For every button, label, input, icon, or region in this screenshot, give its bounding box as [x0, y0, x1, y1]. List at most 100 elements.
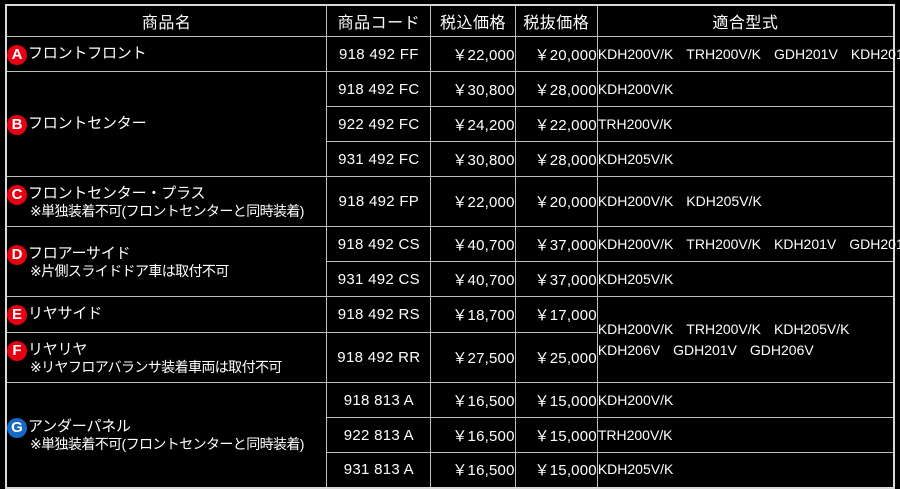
- product-badge-e: E: [7, 305, 27, 325]
- cell-product-code: 918 492 RS: [326, 296, 432, 333]
- cell-product-code: 931 492 CS: [326, 261, 432, 297]
- table-body: A フロントフロント 918 492 FF ￥22,000 ￥20,000 KDH200V…: [5, 36, 900, 488]
- cell-product-code: 918 492 FF: [326, 36, 432, 72]
- cell-product-code: 918 492 CS: [326, 226, 432, 262]
- product-badge-c: C: [7, 184, 27, 205]
- compatible-model-line: KDH200V/K: [598, 390, 893, 411]
- cell-compatible-models: KDH205V/K: [596, 261, 895, 297]
- cell-product-name: E リヤサイド: [5, 296, 328, 333]
- cell-price-with-tax: ￥40,700: [430, 261, 516, 297]
- product-name-note: ※単独装着不可(フロントセンターと同時装着): [30, 202, 304, 219]
- column-header-compatible-models: 適合型式: [596, 4, 895, 37]
- cell-price-with-tax: ￥24,200: [430, 106, 516, 142]
- cell-price-without-tax: ￥28,000: [514, 71, 598, 107]
- model-code: KDH205V/K: [774, 320, 850, 337]
- cell-price-without-tax: ￥25,000: [514, 332, 598, 383]
- product-name-note: ※単独装着不可(フロントセンターと同時装着): [30, 435, 304, 452]
- cell-product-code: 918 492 RR: [326, 332, 432, 383]
- cell-compatible-models: KDH205V/K: [596, 452, 895, 488]
- product-badge-d: D: [7, 244, 27, 265]
- cell-product-name: B フロントセンター: [5, 71, 328, 177]
- cell-compatible-models: KDH200V/K TRH200V/K GDH201V KDH201V: [596, 36, 900, 72]
- column-header-price-with-tax: 税込価格: [430, 4, 516, 37]
- table-row: C フロントセンター・プラス ※単独装着不可(フロントセンターと同時装着) 918 4…: [5, 176, 895, 227]
- model-code: KDH200V/K: [597, 193, 674, 209]
- cell-compatible-models: TRH200V/K: [596, 106, 895, 142]
- table-row: E リヤサイド 918 492 RS ￥18,700 ￥17,000 KDH200V/K T…: [5, 296, 895, 383]
- product-name-label: フロアーサイド: [28, 244, 131, 262]
- cell-price-without-tax: ￥22,000: [514, 106, 598, 142]
- cell-compatible-models: KDH200V/K: [596, 382, 895, 418]
- model-code: GDH201V: [673, 341, 737, 358]
- product-name-label: リヤサイド: [28, 305, 103, 322]
- compatible-model-line: TRH200V/K: [598, 425, 893, 446]
- table-row: B フロントセンター 918 492 FC ￥30,800 ￥28,000 KDH200V…: [5, 71, 895, 177]
- model-code: TRH200V/K: [686, 235, 761, 252]
- column-header-price-without-tax: 税抜価格: [514, 4, 598, 37]
- cell-price-with-tax: ￥22,000: [430, 176, 516, 227]
- compatible-model-line: KDH200V/K: [598, 79, 893, 100]
- product-spec-table: 商品名 商品コード 税込価格 税抜価格 適合型式 A フロントフロント 918 49…: [5, 4, 900, 489]
- cell-product-code: 918 492 FP: [326, 176, 432, 227]
- product-badge-b: B: [7, 114, 27, 135]
- cell-product-name: G アンダーパネル ※単独装着不可(フロントセンターと同時装着): [5, 382, 328, 488]
- model-code: TRH200V/K: [597, 115, 673, 132]
- model-code: KDH200V/K: [597, 80, 674, 97]
- compatible-model-line: KDH205V/K: [598, 459, 893, 480]
- compatible-model-line: KDH205V/K: [598, 149, 893, 170]
- cell-product-name: A フロントフロント: [5, 36, 328, 72]
- table-row: G アンダーパネル ※単独装着不可(フロントセンターと同時装着) 918 813 A ￥…: [5, 382, 895, 488]
- model-code: KDH205V/K: [597, 270, 674, 287]
- product-name-label: リヤリヤ: [28, 340, 88, 358]
- table-row: D フロアーサイド ※片側スライドドア車は取付不可 918 492 CS ￥40,700…: [5, 226, 900, 297]
- compatible-model-line: KDH200V/K TRH200V/K KDH205V/K: [598, 319, 893, 340]
- cell-price-with-tax: ￥16,500: [430, 452, 516, 488]
- compatible-model-line: KDH200V/K TRH200V/K GDH201V KDH201V: [598, 44, 900, 65]
- product-badge-g: G: [7, 418, 27, 439]
- cell-price-with-tax: ￥40,700: [430, 226, 516, 262]
- table-row: 931 492 FC ￥30,800 ￥28,000 KDH205V/K: [6, 141, 895, 177]
- table-header: 商品名 商品コード 税込価格 税抜価格 適合型式: [5, 4, 895, 37]
- model-code: KDH206V: [597, 341, 661, 358]
- product-badge-f: F: [7, 340, 27, 361]
- cell-product-name: C フロントセンター・プラス ※単独装着不可(フロントセンターと同時装着): [5, 176, 328, 227]
- table-row: 922 813 A ￥16,500 ￥15,000 TRH200V/K: [6, 417, 895, 453]
- cell-compatible-models: KDH200V/K: [596, 71, 895, 107]
- cell-price-with-tax: ￥16,500: [430, 417, 516, 453]
- column-header-product-name: 商品名: [5, 4, 328, 37]
- cell-price-without-tax: ￥15,000: [514, 382, 598, 418]
- product-name-note: ※リヤフロアバランサ装着車両は取付不可: [30, 358, 282, 375]
- cell-price-with-tax: ￥30,800: [430, 71, 516, 107]
- column-header-product-code: 商品コード: [326, 4, 432, 37]
- model-code: TRH200V/K: [597, 426, 673, 443]
- cell-price-with-tax: ￥16,500: [430, 382, 516, 418]
- model-code: KDH205V/K: [597, 461, 674, 478]
- cell-price-with-tax: ￥18,700: [430, 296, 516, 333]
- cell-product-code: 918 492 FC: [326, 71, 432, 107]
- cell-product-code: 918 813 A: [326, 382, 432, 418]
- compatible-model-line: TRH200V/K: [598, 114, 893, 135]
- cell-compatible-models: TRH200V/K: [596, 417, 895, 453]
- product-name-label: アンダーパネル: [28, 418, 131, 436]
- model-code: TRH200V/K: [686, 320, 761, 337]
- model-code: GDH201V: [849, 235, 900, 252]
- cell-price-with-tax: ￥30,800: [430, 141, 516, 177]
- compatible-model-line: KDH200V/K TRH200V/K KDH201V GDH201V: [597, 234, 900, 255]
- cell-product-code: 931 813 A: [326, 452, 432, 488]
- model-code: TRH200V/K: [686, 45, 761, 62]
- model-code: GDH201V: [774, 45, 838, 62]
- model-code: KDH200V/K: [597, 320, 674, 337]
- cell-compatible-models: KDH205V/K: [596, 141, 895, 177]
- table-row: 931 492 CS ￥40,700 ￥37,000 KDH205V/K: [6, 261, 895, 297]
- cell-compatible-models: KDH200V/K TRH200V/K KDH205V/K KDH206V GDH201…: [596, 296, 895, 383]
- model-code: KDH201V: [850, 45, 900, 62]
- table-row: 922 492 FC ￥24,200 ￥22,000 TRH200V/K: [6, 106, 895, 142]
- table-header-row: 商品名 商品コード 税込価格 税抜価格 適合型式: [5, 4, 895, 37]
- model-code: KDH200V/K: [597, 235, 674, 252]
- cell-price-without-tax: ￥37,000: [514, 226, 598, 262]
- cell-product-name: F リヤリヤ ※リヤフロアバランサ装着車両は取付不可: [5, 332, 328, 383]
- cell-product-code: 931 492 FC: [326, 141, 432, 177]
- cell-price-without-tax: ￥28,000: [514, 141, 598, 177]
- product-name-label: フロントセンター: [28, 114, 147, 132]
- model-code: KDH200V/K: [597, 391, 674, 408]
